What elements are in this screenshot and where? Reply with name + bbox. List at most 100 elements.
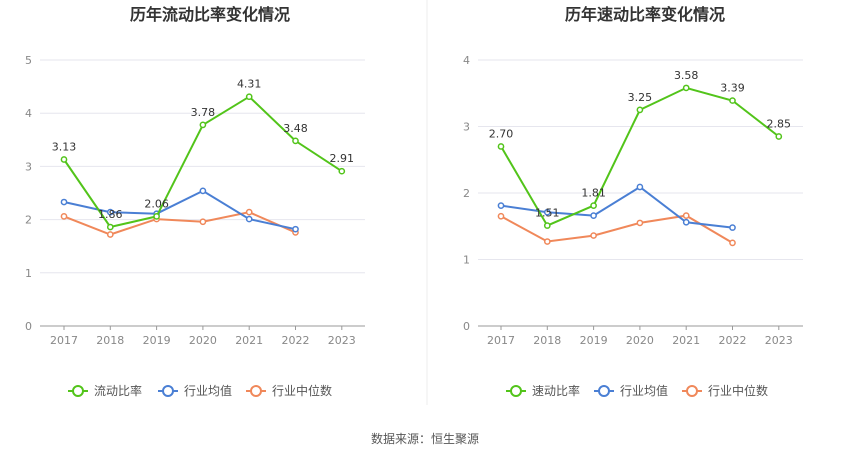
y-tick-label: 4 bbox=[25, 107, 32, 120]
chart-title: 历年速动比率变化情况 bbox=[565, 5, 725, 24]
data-point-main[interactable] bbox=[775, 133, 783, 140]
x-tick-label: 2017 bbox=[487, 334, 515, 347]
legend-item-main[interactable]: 流动比率 bbox=[68, 383, 142, 398]
series-line-industry-avg bbox=[63, 189, 296, 231]
data-point-main[interactable] bbox=[153, 213, 160, 220]
data-point-main[interactable] bbox=[199, 121, 207, 129]
data-point-industry-avg[interactable] bbox=[636, 183, 644, 191]
y-tick-label: 3 bbox=[25, 160, 32, 173]
quick-ratio-chart: 历年速动比率变化情况 0 1 2 3 4 2017 2018 2019 2020 2021 2022 2… bbox=[463, 5, 803, 398]
data-label: 1.51 bbox=[535, 207, 560, 220]
x-tick-label: 2021 bbox=[235, 334, 263, 347]
y-tick-label: 0 bbox=[25, 320, 32, 333]
y-tick-label: 1 bbox=[463, 254, 470, 267]
data-point-industry-median[interactable] bbox=[497, 212, 505, 220]
series-line-industry-median bbox=[63, 211, 296, 236]
data-point-industry-median[interactable] bbox=[636, 219, 644, 227]
legend-label: 流动比率 bbox=[94, 383, 142, 398]
data-point-main[interactable] bbox=[636, 106, 644, 114]
x-tick-label: 2018 bbox=[533, 334, 561, 347]
data-point-industry-avg[interactable] bbox=[106, 208, 114, 216]
data-label: 3.78 bbox=[191, 106, 216, 119]
data-point-main[interactable] bbox=[729, 97, 736, 104]
data-point-industry-avg[interactable] bbox=[199, 187, 207, 195]
data-point-industry-median[interactable] bbox=[543, 238, 551, 245]
data-label: 2.70 bbox=[489, 127, 514, 140]
legend-label: 速动比率 bbox=[532, 383, 580, 398]
x-tick-label: 2019 bbox=[580, 334, 608, 347]
data-point-industry-median[interactable] bbox=[245, 208, 253, 216]
data-point-main[interactable] bbox=[245, 93, 253, 101]
legend-marker-icon bbox=[250, 385, 262, 397]
legend-label: 行业均值 bbox=[620, 383, 668, 398]
data-label: 1.86 bbox=[98, 208, 123, 221]
data-point-main[interactable] bbox=[590, 202, 597, 209]
data-label: 4.31 bbox=[237, 78, 262, 91]
data-point-industry-avg[interactable] bbox=[543, 208, 551, 216]
legend-marker-icon bbox=[72, 385, 84, 397]
y-tick-label: 0 bbox=[463, 320, 470, 333]
data-label: 3.39 bbox=[720, 82, 745, 95]
data-point-industry-avg[interactable] bbox=[292, 225, 299, 233]
x-tick-label: 2020 bbox=[189, 334, 217, 347]
y-tick-label: 2 bbox=[463, 187, 470, 200]
legend-item-industry-median[interactable]: 行业中位数 bbox=[682, 383, 768, 398]
data-point-industry-median[interactable] bbox=[590, 232, 597, 239]
data-point-industry-median[interactable] bbox=[199, 218, 207, 226]
source-note: 数据来源：恒生聚源 bbox=[370, 432, 479, 446]
data-label: 3.48 bbox=[283, 122, 308, 135]
chart-title: 历年流动比率变化情况 bbox=[130, 5, 290, 24]
x-tick-label: 2017 bbox=[50, 334, 78, 347]
data-point-main[interactable] bbox=[106, 223, 114, 231]
legend-item-industry-avg[interactable]: 行业均值 bbox=[158, 383, 232, 398]
series-line-industry-median bbox=[500, 214, 734, 244]
legend-label: 行业中位数 bbox=[272, 383, 332, 398]
x-tick-label: 2022 bbox=[719, 334, 747, 347]
legend-label: 行业均值 bbox=[184, 383, 232, 398]
data-point-industry-median[interactable] bbox=[729, 239, 736, 247]
y-tick-label: 4 bbox=[463, 54, 470, 67]
current-ratio-chart: 历年流动比率变化情况 0 1 2 3 4 5 2017 2018 2019 2020 2021 2022… bbox=[25, 5, 365, 398]
y-tick-label: 3 bbox=[463, 121, 470, 134]
data-point-industry-avg[interactable] bbox=[682, 218, 690, 226]
data-point-main[interactable] bbox=[338, 167, 346, 175]
data-point-industry-median[interactable] bbox=[106, 231, 114, 238]
x-tick-label: 2019 bbox=[143, 334, 171, 347]
data-label: 2.91 bbox=[330, 152, 355, 165]
x-tick-label: 2023 bbox=[328, 334, 356, 347]
legend-item-industry-median[interactable]: 行业中位数 bbox=[246, 383, 332, 398]
x-tick-label: 2020 bbox=[626, 334, 654, 347]
data-point-industry-avg[interactable] bbox=[497, 202, 505, 209]
data-point-industry-median[interactable] bbox=[60, 213, 68, 220]
data-label: 3.25 bbox=[628, 91, 653, 104]
y-tick-label: 2 bbox=[25, 214, 32, 227]
legend-marker-icon bbox=[686, 385, 698, 397]
data-point-industry-avg[interactable] bbox=[729, 224, 736, 231]
data-point-main[interactable] bbox=[60, 156, 68, 163]
y-tick-label: 1 bbox=[25, 267, 32, 280]
legend-marker-icon bbox=[598, 385, 610, 397]
legend-marker-icon bbox=[510, 385, 522, 397]
legend-label: 行业中位数 bbox=[708, 383, 768, 398]
data-label: 3.13 bbox=[52, 140, 77, 153]
legend-item-industry-avg[interactable]: 行业均值 bbox=[594, 383, 668, 398]
x-tick-label: 2022 bbox=[282, 334, 310, 347]
data-point-main[interactable] bbox=[497, 143, 505, 150]
data-label: 1.81 bbox=[581, 187, 606, 200]
data-label: 3.58 bbox=[674, 69, 699, 82]
data-label: 2.06 bbox=[144, 197, 169, 210]
data-point-main[interactable] bbox=[682, 84, 690, 92]
data-point-main[interactable] bbox=[292, 137, 299, 145]
legend-marker-icon bbox=[162, 385, 174, 397]
x-tick-label: 2023 bbox=[765, 334, 793, 347]
data-point-industry-avg[interactable] bbox=[245, 215, 253, 223]
x-tick-label: 2021 bbox=[672, 334, 700, 347]
y-tick-label: 5 bbox=[25, 54, 32, 67]
data-point-main[interactable] bbox=[543, 222, 551, 229]
legend-item-main[interactable]: 速动比率 bbox=[506, 383, 580, 398]
data-point-industry-avg[interactable] bbox=[590, 212, 597, 219]
data-point-industry-median[interactable] bbox=[682, 212, 690, 219]
x-tick-label: 2018 bbox=[96, 334, 124, 347]
data-point-industry-avg[interactable] bbox=[60, 198, 68, 206]
